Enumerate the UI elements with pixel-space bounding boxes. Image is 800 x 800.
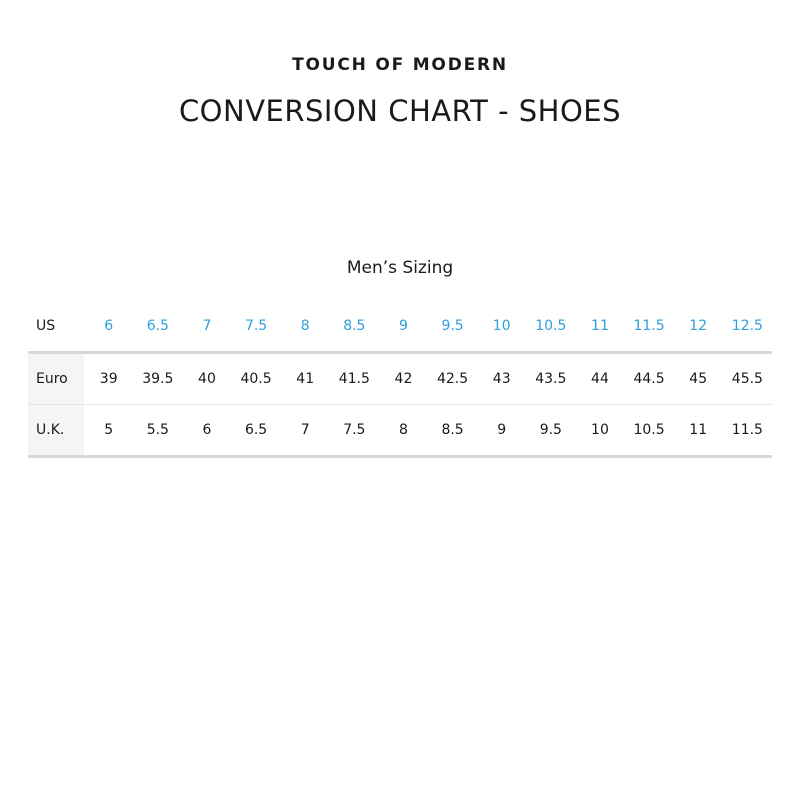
size-cell: 39.5 — [133, 352, 183, 405]
size-cell: 8.5 — [329, 301, 379, 354]
size-cell: 6.5 — [133, 301, 183, 354]
size-cell: 5.5 — [133, 404, 183, 458]
size-cell: 45 — [673, 352, 723, 405]
page-title: CONVERSION CHART - SHOES — [178, 94, 622, 128]
size-conversion-table: US 6 6.5 7 7.5 8 8.5 9 9.5 10 10.5 11 11.5 12 12.5 Euro… — [28, 301, 772, 458]
size-cell: 11.5 — [722, 404, 772, 458]
size-cell: 9 — [477, 404, 527, 458]
size-cell: 9 — [378, 301, 429, 354]
size-cell: 44 — [575, 352, 625, 405]
size-cell: 39 — [84, 352, 134, 405]
size-cell: 42.5 — [428, 352, 478, 405]
size-cell: 9.5 — [428, 301, 478, 354]
size-cell: 7.5 — [231, 301, 281, 354]
size-cell: 10.5 — [526, 301, 576, 354]
size-cell: 12.5 — [722, 301, 772, 354]
size-cell: 10 — [575, 404, 625, 458]
size-cell: 40 — [182, 352, 232, 405]
size-cell: 6.5 — [231, 404, 281, 458]
size-cell: 5 — [84, 404, 134, 458]
table-row: Euro 39 39.5 40 40.5 41 41.5 42 42.5 43 43.5 44 44.5… — [28, 352, 772, 405]
size-cell: 12 — [673, 301, 723, 354]
size-cell: 8 — [378, 404, 429, 458]
size-cell: 8.5 — [428, 404, 478, 458]
size-cell: 44.5 — [624, 352, 674, 405]
size-cell: 11 — [575, 301, 625, 354]
size-cell: 41.5 — [329, 352, 379, 405]
size-cell: 45.5 — [722, 352, 772, 405]
size-cell: 10 — [477, 301, 527, 354]
size-cell: 11 — [673, 404, 723, 458]
size-cell: 41 — [280, 352, 330, 405]
table-subtitle: Men’s Sizing — [346, 258, 454, 278]
table-row: US 6 6.5 7 7.5 8 8.5 9 9.5 10 10.5 11 11.5 12 12.5 — [28, 301, 772, 354]
table-row: U.K. 5 5.5 6 6.5 7 7.5 8 8.5 9 9.5 10 10.5 11 11.5 — [28, 404, 772, 458]
size-cell: 10.5 — [624, 404, 674, 458]
size-cell: 6 — [84, 301, 134, 354]
size-cell: 43.5 — [526, 352, 576, 405]
brand-logo: TOUCH OF MODERN — [292, 55, 508, 75]
row-label: U.K. — [28, 404, 85, 458]
size-cell: 7.5 — [329, 404, 379, 458]
row-label: Euro — [28, 352, 85, 405]
size-cell: 11.5 — [624, 301, 674, 354]
size-cell: 9.5 — [526, 404, 576, 458]
size-cell: 43 — [477, 352, 527, 405]
size-cell: 8 — [280, 301, 330, 354]
size-cell: 7 — [280, 404, 330, 458]
size-cell: 6 — [182, 404, 232, 458]
size-cell: 42 — [378, 352, 429, 405]
size-cell: 7 — [182, 301, 232, 354]
row-label: US — [28, 301, 85, 354]
size-cell: 40.5 — [231, 352, 281, 405]
